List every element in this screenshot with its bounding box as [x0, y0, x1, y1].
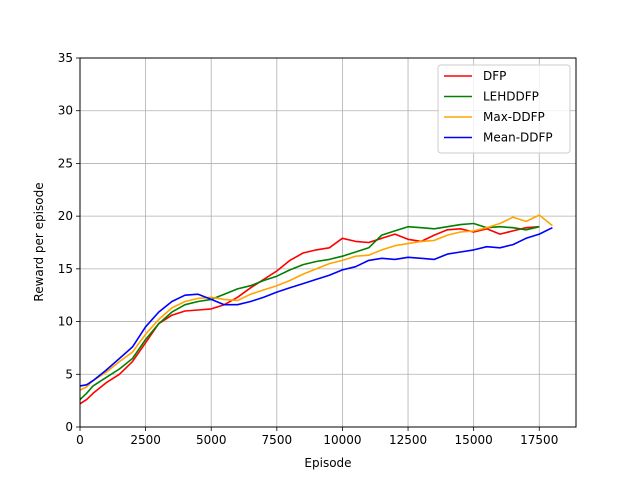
y-tick-label: 15 — [58, 262, 73, 276]
series-line-lehddfp — [79, 222, 540, 401]
series-line-mean-ddfp — [79, 226, 553, 387]
legend-label: Max-DDFP — [483, 110, 545, 124]
legend-label: LEHDDFP — [483, 90, 539, 104]
series-line-dfp — [79, 225, 540, 405]
x-tick-label: 15000 — [455, 433, 493, 447]
y-tick-label: 25 — [58, 156, 73, 170]
x-tick-label: 5000 — [196, 433, 227, 447]
legend-label: Mean-DDFP — [483, 131, 553, 145]
x-tick-label: 7500 — [262, 433, 293, 447]
series-lines — [79, 214, 553, 405]
y-tick-label: 10 — [58, 315, 73, 329]
x-tick-label: 17500 — [520, 433, 558, 447]
x-tick-label: 2500 — [130, 433, 161, 447]
plot-frame — [79, 57, 577, 428]
legend: DFP LEHDDFP Max-DDFP Mean-DDFP — [437, 64, 571, 154]
y-tick-label: 35 — [58, 51, 73, 65]
y-tick-label: 20 — [58, 209, 73, 223]
x-tick-label: 10000 — [323, 433, 361, 447]
legend-label: DFP — [483, 69, 506, 83]
legend-box — [437, 64, 571, 154]
x-tick-label: 12500 — [389, 433, 427, 447]
y-tick-label: 5 — [65, 367, 73, 381]
x-axis-ticks: 0 2500 5000 7500 10000 12500 15000 17500 — [76, 427, 558, 447]
series-line-max-ddfp — [79, 214, 553, 391]
x-tick-label: 0 — [76, 433, 84, 447]
y-tick-label: 30 — [58, 104, 73, 118]
x-axis-label: Episode — [304, 456, 351, 470]
y-axis-ticks: 0 5 10 15 20 25 30 35 — [58, 51, 80, 434]
y-axis-label: Reward per episode — [32, 182, 46, 301]
y-tick-label: 0 — [65, 420, 73, 434]
